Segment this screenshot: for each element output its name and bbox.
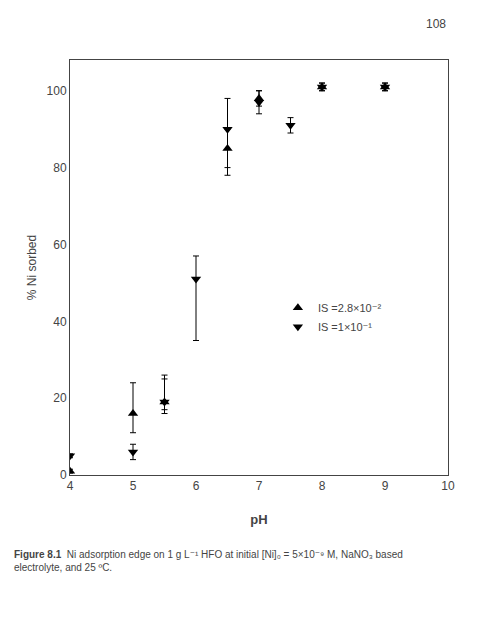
svg-text:10: 10 (441, 479, 455, 493)
svg-text:80: 80 (53, 161, 67, 175)
svg-text:0: 0 (60, 468, 67, 482)
svg-text:IS =2.8×10⁻²: IS =2.8×10⁻² (318, 302, 382, 314)
svg-text:5: 5 (130, 479, 137, 493)
svg-text:8: 8 (319, 479, 326, 493)
svg-text:20: 20 (53, 391, 67, 405)
svg-text:108: 108 (426, 17, 446, 31)
svg-text:7: 7 (256, 479, 263, 493)
svg-text:100: 100 (47, 84, 67, 98)
svg-text:60: 60 (53, 238, 67, 252)
svg-text:40: 40 (53, 315, 67, 329)
svg-text:% Ni sorbed: % Ni sorbed (25, 235, 39, 300)
svg-text:IS =1×10⁻¹: IS =1×10⁻¹ (318, 321, 372, 333)
svg-text:Figure 8.1 Ni adsorption edge: Figure 8.1 Ni adsorption edge on 1 g L⁻¹… (14, 549, 403, 573)
svg-text:pH: pH (250, 512, 267, 527)
svg-text:9: 9 (382, 479, 389, 493)
svg-text:6: 6 (193, 479, 200, 493)
svg-text:4: 4 (67, 479, 74, 493)
